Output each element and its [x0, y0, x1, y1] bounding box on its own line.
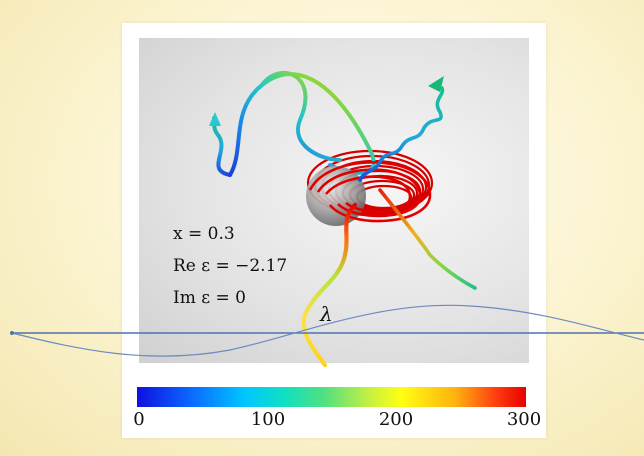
param-re-eps: Re ε = −2.17 [173, 256, 288, 276]
central-sphere [306, 166, 366, 226]
colorbar-tick-200: 200 [378, 409, 414, 430]
arrowhead-right-icon [428, 76, 444, 92]
orbit-loops-front [308, 161, 432, 223]
axis-origin-marker [10, 331, 14, 335]
param-im-eps: Im ε = 0 [173, 288, 246, 308]
arrowhead-left-icon [209, 112, 221, 126]
colorbar-tick-100: 100 [250, 409, 286, 430]
lambda-label: λ [320, 302, 333, 326]
trajectory-left-arc [212, 116, 232, 177]
param-x: x = 0.3 [173, 224, 235, 244]
trajectory-top-loops [228, 70, 376, 177]
trajectory-right-wiggle [358, 86, 445, 182]
wave-curve [11, 304, 644, 357]
colorbar-tick-300: 300 [506, 409, 542, 430]
trajectory-bottom [301, 202, 358, 368]
colorbar [137, 387, 526, 407]
trajectory-right-lower [378, 188, 477, 290]
colorbar-tick-0: 0 [133, 409, 145, 430]
